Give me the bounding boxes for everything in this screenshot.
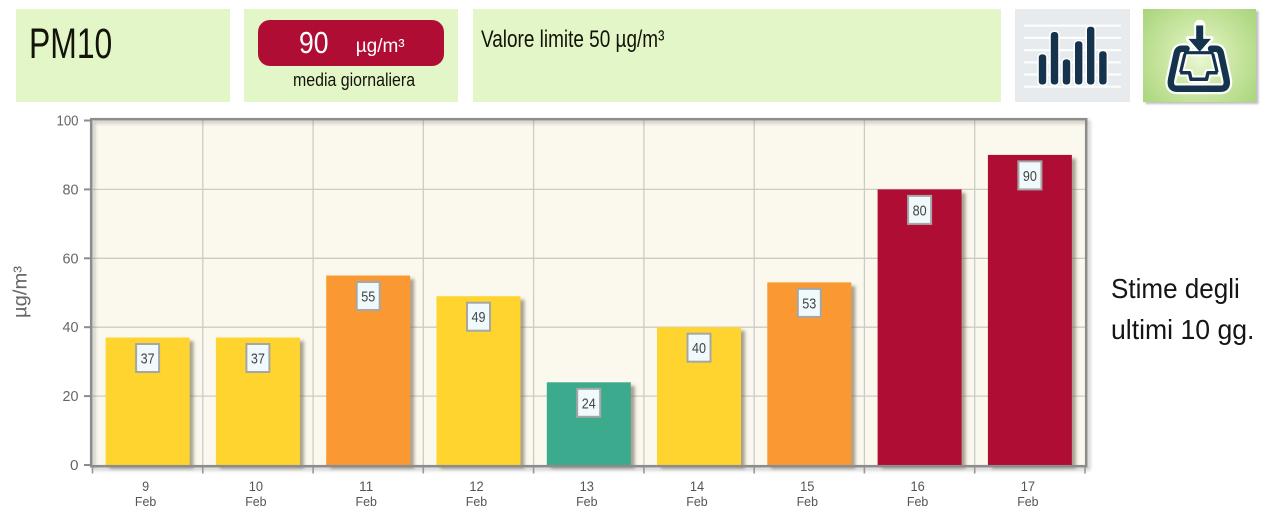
svg-text:Feb: Feb: [907, 494, 928, 509]
svg-text:80: 80: [63, 182, 79, 198]
svg-text:49: 49: [472, 309, 486, 326]
svg-text:60: 60: [63, 251, 79, 267]
svg-text:9: 9: [142, 479, 149, 494]
svg-text:Feb: Feb: [686, 494, 707, 509]
svg-text:40: 40: [63, 320, 79, 336]
svg-text:14: 14: [690, 479, 705, 494]
svg-text:80: 80: [913, 202, 927, 219]
svg-text:17: 17: [1021, 479, 1035, 494]
svg-text:10: 10: [249, 479, 263, 494]
svg-text:16: 16: [910, 479, 924, 494]
svg-text:24: 24: [582, 395, 596, 412]
svg-text:Feb: Feb: [1017, 494, 1038, 509]
svg-text:11: 11: [359, 479, 373, 494]
svg-text:40: 40: [692, 340, 706, 357]
svg-text:12: 12: [469, 479, 483, 494]
svg-text:53: 53: [802, 295, 816, 312]
svg-text:Feb: Feb: [356, 494, 377, 509]
svg-text:Feb: Feb: [135, 494, 156, 509]
svg-text:100: 100: [57, 114, 79, 130]
svg-text:20: 20: [63, 389, 79, 405]
svg-text:0: 0: [70, 458, 79, 474]
svg-text:55: 55: [361, 289, 375, 306]
svg-text:37: 37: [251, 351, 265, 368]
svg-text:15: 15: [800, 479, 814, 494]
svg-text:90: 90: [1023, 168, 1037, 185]
svg-text:Feb: Feb: [245, 494, 266, 509]
svg-text:µg/m³: µg/m³: [11, 266, 32, 318]
svg-text:37: 37: [141, 351, 155, 368]
svg-text:Feb: Feb: [576, 494, 597, 509]
svg-text:13: 13: [580, 479, 594, 494]
svg-text:Feb: Feb: [797, 494, 818, 509]
svg-text:Feb: Feb: [466, 494, 487, 509]
